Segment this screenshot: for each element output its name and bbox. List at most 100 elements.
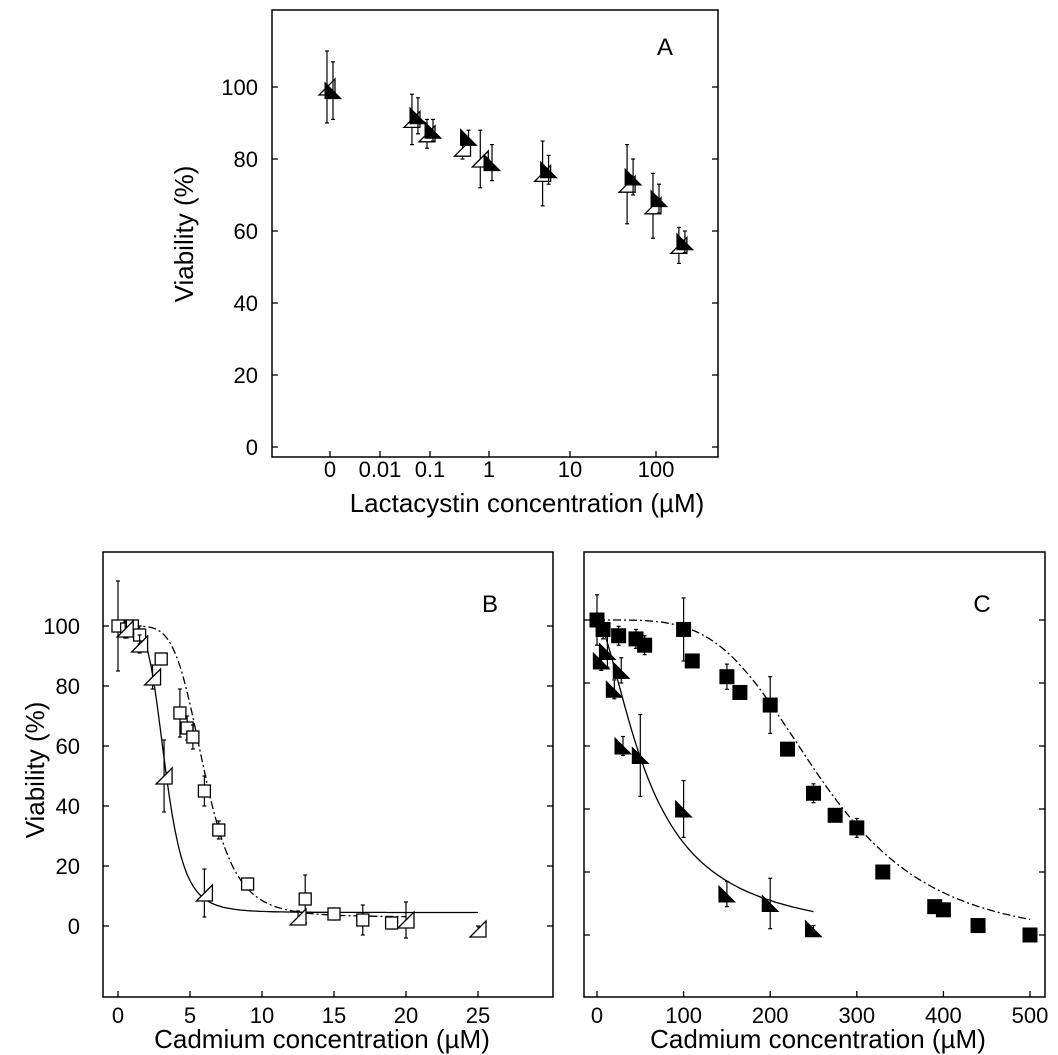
x-tick-label: 200 bbox=[752, 1003, 789, 1028]
filled-triangle-marker bbox=[424, 120, 443, 139]
filled-square-marker bbox=[875, 864, 891, 880]
filled-square-marker bbox=[595, 621, 611, 637]
open-square-marker bbox=[173, 706, 187, 720]
x-axis-title: Lactacystin concentration (µM) bbox=[350, 488, 705, 518]
open-triangle-marker bbox=[154, 766, 173, 785]
filled-triangle-marker bbox=[624, 167, 643, 186]
open-triangle-marker bbox=[130, 634, 149, 653]
filled-square-marker bbox=[719, 669, 735, 685]
filled-triangle-marker bbox=[598, 642, 617, 660]
y-tick-label: 80 bbox=[56, 674, 80, 699]
x-tick-label: 0.01 bbox=[359, 457, 402, 482]
filled-triangle-marker bbox=[718, 884, 737, 903]
y-tick-label: 0 bbox=[246, 435, 258, 460]
fit-curve-triangle bbox=[596, 619, 814, 913]
open-square-marker bbox=[356, 913, 370, 927]
panel-c: 0 100 200 300 400 500 Cadmium concentration (µ… bbox=[583, 551, 1049, 1054]
open-square-marker bbox=[154, 652, 168, 666]
open-square-marker bbox=[327, 907, 341, 921]
filled-square-marker bbox=[762, 697, 778, 713]
plot-frame bbox=[271, 9, 719, 458]
filled-square-marker bbox=[970, 918, 986, 934]
filled-square-marker bbox=[684, 653, 700, 669]
filled-triangle-marker bbox=[605, 680, 624, 698]
filled-triangle-marker bbox=[540, 160, 558, 179]
filled-square-marker bbox=[806, 785, 821, 801]
open-square-marker bbox=[212, 823, 226, 837]
filled-square-marker bbox=[676, 621, 692, 637]
x-tick-label: 10 bbox=[558, 457, 582, 482]
filled-square-marker bbox=[1022, 927, 1038, 943]
filled-triangle-marker bbox=[409, 106, 428, 125]
x-tick-label: 10 bbox=[250, 1003, 274, 1028]
panel-label-b: B bbox=[482, 591, 498, 618]
x-tick-label: 300 bbox=[838, 1003, 875, 1028]
filled-square-marker bbox=[732, 684, 748, 700]
y-tick-label: 80 bbox=[234, 147, 258, 172]
y-tick-label: 100 bbox=[43, 614, 80, 639]
panel-a: 0 20 40 60 80 100 0 0.01 0.1 1 10 100 Lactacystin co… bbox=[169, 9, 719, 518]
panel-label-a: A bbox=[657, 34, 673, 61]
open-square-marker bbox=[197, 784, 212, 798]
x-tick-label: 100 bbox=[638, 457, 675, 482]
filled-triangle-marker bbox=[675, 799, 693, 818]
y-axis-title: Viability (%) bbox=[20, 702, 50, 839]
open-square-marker bbox=[298, 892, 312, 906]
x-tick-label: 100 bbox=[665, 1003, 702, 1028]
filled-square-marker bbox=[611, 628, 627, 644]
x-tick-label: 5 bbox=[184, 1003, 196, 1028]
plot-frame bbox=[102, 551, 554, 998]
open-triangle-marker bbox=[194, 883, 214, 902]
fit-curve-square bbox=[132, 625, 406, 918]
open-square-marker bbox=[384, 916, 399, 930]
y-tick-label: 20 bbox=[56, 854, 80, 879]
filled-triangle-marker bbox=[324, 81, 343, 100]
x-axis-title: Cadmium concentration (µM) bbox=[650, 1024, 986, 1054]
y-tick-label: 40 bbox=[56, 794, 80, 819]
filled-triangle-marker bbox=[592, 651, 611, 670]
filled-triangle-marker bbox=[614, 736, 633, 755]
open-square-marker bbox=[186, 730, 200, 744]
filled-triangle-marker bbox=[483, 153, 502, 172]
fit-curve-square bbox=[597, 619, 1031, 921]
x-tick-label: 0 bbox=[324, 457, 336, 482]
open-triangle-marker bbox=[468, 919, 487, 938]
filled-triangle-marker bbox=[676, 232, 695, 251]
open-square-marker bbox=[240, 877, 255, 891]
open-triangle-marker bbox=[288, 907, 307, 926]
y-tick-label: 100 bbox=[221, 75, 258, 100]
filled-triangle-marker bbox=[631, 746, 650, 764]
x-tick-label: 0 bbox=[112, 1003, 124, 1028]
filled-square-marker bbox=[637, 637, 653, 653]
x-tick-label: 15 bbox=[322, 1003, 346, 1028]
x-tick-label: 500 bbox=[1012, 1003, 1049, 1028]
x-axis-title: Cadmium concentration (µM) bbox=[154, 1024, 490, 1054]
filled-triangle-marker bbox=[805, 919, 823, 938]
filled-square-marker bbox=[827, 807, 843, 823]
x-tick-label: 0.1 bbox=[415, 457, 446, 482]
x-tick-label: 1 bbox=[483, 457, 495, 482]
y-tick-label: 0 bbox=[68, 914, 80, 939]
filled-triangle-marker bbox=[460, 128, 478, 146]
y-tick-label: 60 bbox=[234, 219, 258, 244]
y-tick-label: 20 bbox=[234, 363, 258, 388]
x-tick-label: 400 bbox=[925, 1003, 962, 1028]
open-triangle-marker bbox=[142, 667, 162, 686]
y-axis-title: Viability (%) bbox=[169, 166, 199, 303]
x-tick-label: 0 bbox=[591, 1003, 603, 1028]
open-triangle-marker bbox=[115, 619, 134, 638]
filled-triangle-marker bbox=[612, 661, 631, 679]
y-tick-label: 60 bbox=[56, 734, 80, 759]
filled-square-marker bbox=[849, 820, 865, 836]
y-tick-label: 40 bbox=[234, 291, 258, 316]
panel-label-c: C bbox=[973, 591, 990, 618]
plot-frame bbox=[583, 551, 1046, 998]
x-tick-label: 25 bbox=[466, 1003, 490, 1028]
filled-triangle-marker bbox=[761, 894, 780, 912]
filled-triangle-marker bbox=[650, 189, 669, 208]
x-tick-label: 20 bbox=[394, 1003, 418, 1028]
filled-square-marker bbox=[780, 741, 796, 757]
open-triangle-marker bbox=[396, 910, 415, 929]
